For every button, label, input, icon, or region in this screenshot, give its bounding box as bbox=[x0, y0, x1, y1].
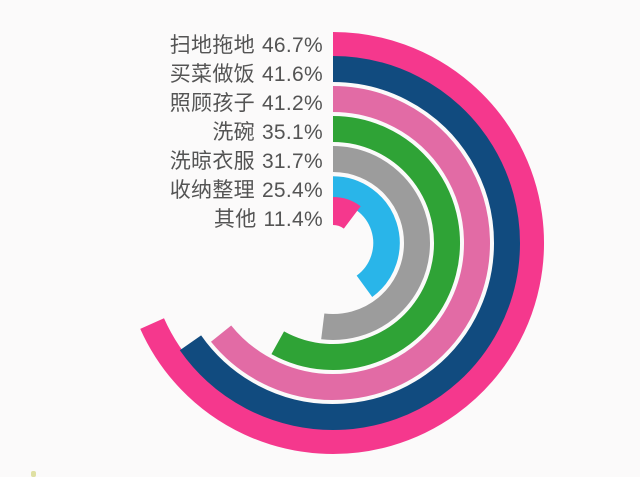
legend-category: 买菜做饭 bbox=[169, 63, 255, 86]
legend-item: 扫地拖地 46.7% bbox=[0, 31, 323, 60]
arc-ring-3 bbox=[211, 86, 490, 400]
legend-category: 洗晾衣服 bbox=[169, 150, 255, 173]
legend-category: 扫地拖地 bbox=[169, 34, 255, 57]
arc-ring-2 bbox=[179, 56, 520, 430]
legend-item: 收纳整理 25.4% bbox=[0, 176, 323, 205]
legend-value: 41.6% bbox=[261, 63, 323, 86]
arc-ring-4 bbox=[271, 116, 460, 370]
legend-category: 其他 bbox=[213, 208, 257, 231]
legend-item: 照顾孩子 41.2% bbox=[0, 89, 323, 118]
legend-category: 照顾孩子 bbox=[169, 92, 255, 115]
arc-ring-1 bbox=[140, 32, 544, 454]
legend-value: 31.7% bbox=[261, 150, 323, 173]
arc-ring-6 bbox=[332, 176, 400, 297]
legend-item: 洗碗 35.1% bbox=[0, 118, 323, 147]
legend-category: 洗碗 bbox=[212, 121, 255, 144]
legend-item: 洗晾衣服 31.7% bbox=[0, 147, 323, 176]
legend-value: 35.1% bbox=[261, 121, 323, 144]
legend-value: 41.2% bbox=[261, 92, 323, 115]
legend-value: 46.7% bbox=[261, 34, 323, 57]
legend-value: 25.4% bbox=[261, 179, 323, 202]
arc-ring-7 bbox=[332, 197, 361, 230]
arc-ring-5 bbox=[321, 146, 430, 340]
legend-item: 买菜做饭 41.6% bbox=[0, 60, 323, 89]
chart-legend: 扫地拖地 46.7% 买菜做饭 41.6% 照顾孩子 41.2% 洗碗 35.1% 洗晾… bbox=[0, 31, 323, 234]
legend-item: 其他 11.4% bbox=[0, 205, 323, 234]
watermark-dot bbox=[31, 471, 36, 477]
legend-category: 收纳整理 bbox=[169, 179, 255, 202]
legend-value: 11.4% bbox=[263, 208, 323, 231]
